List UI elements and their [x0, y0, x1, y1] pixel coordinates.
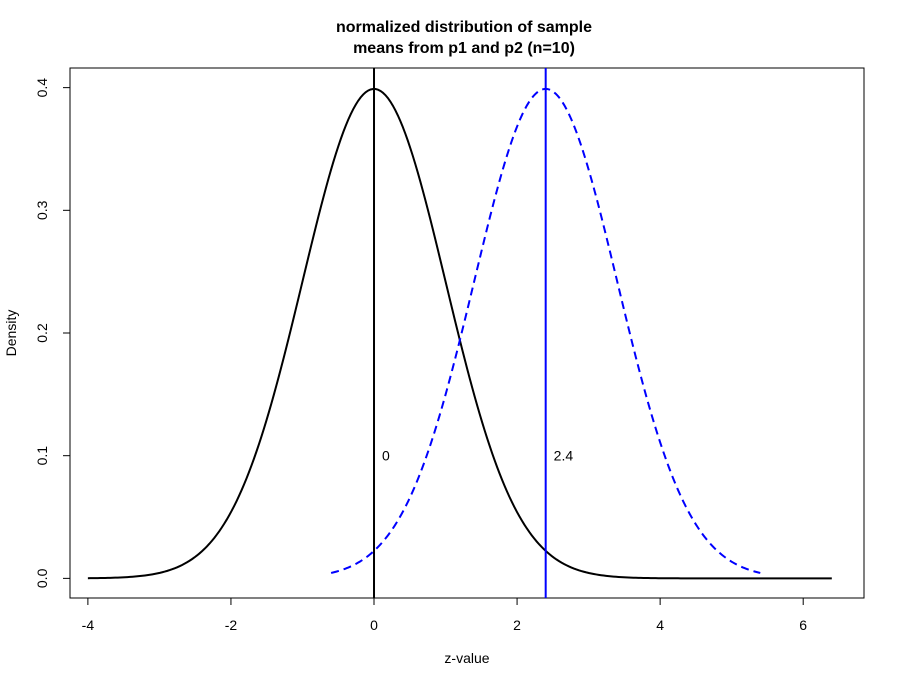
chart-title-line2: means from p1 and p2 (n=10) — [353, 40, 575, 57]
y-tick-label: 0.2 — [34, 323, 50, 343]
y-axis-title: Density — [3, 310, 19, 357]
x-axis: -4 -2 0 2 4 6 — [82, 597, 807, 633]
y-tick-label: 0.4 — [34, 78, 50, 98]
x-tick-label: -4 — [82, 617, 95, 633]
x-tick-label: -2 — [225, 617, 238, 633]
x-tick-label: 2 — [513, 617, 521, 633]
plot-area: 0 2.4 — [87, 68, 832, 598]
y-tick-label: 0.1 — [34, 446, 50, 466]
x-tick-label: 4 — [656, 617, 664, 633]
y-tick-label: 0.0 — [34, 568, 50, 588]
vline-label-1: 0 — [382, 448, 390, 464]
x-axis-title: z-value — [444, 650, 489, 666]
vline-label-2: 2.4 — [554, 448, 574, 464]
chart-title-line1: normalized distribution of sample — [336, 19, 592, 36]
x-tick-label: 6 — [799, 617, 807, 633]
x-tick-label: 0 — [370, 617, 378, 633]
plot-frame — [69, 67, 865, 599]
density-curve-1 — [87, 87, 832, 580]
y-tick-label: 0.3 — [34, 200, 50, 220]
y-axis: 0.0 0.1 0.2 0.3 0.4 — [34, 78, 71, 588]
